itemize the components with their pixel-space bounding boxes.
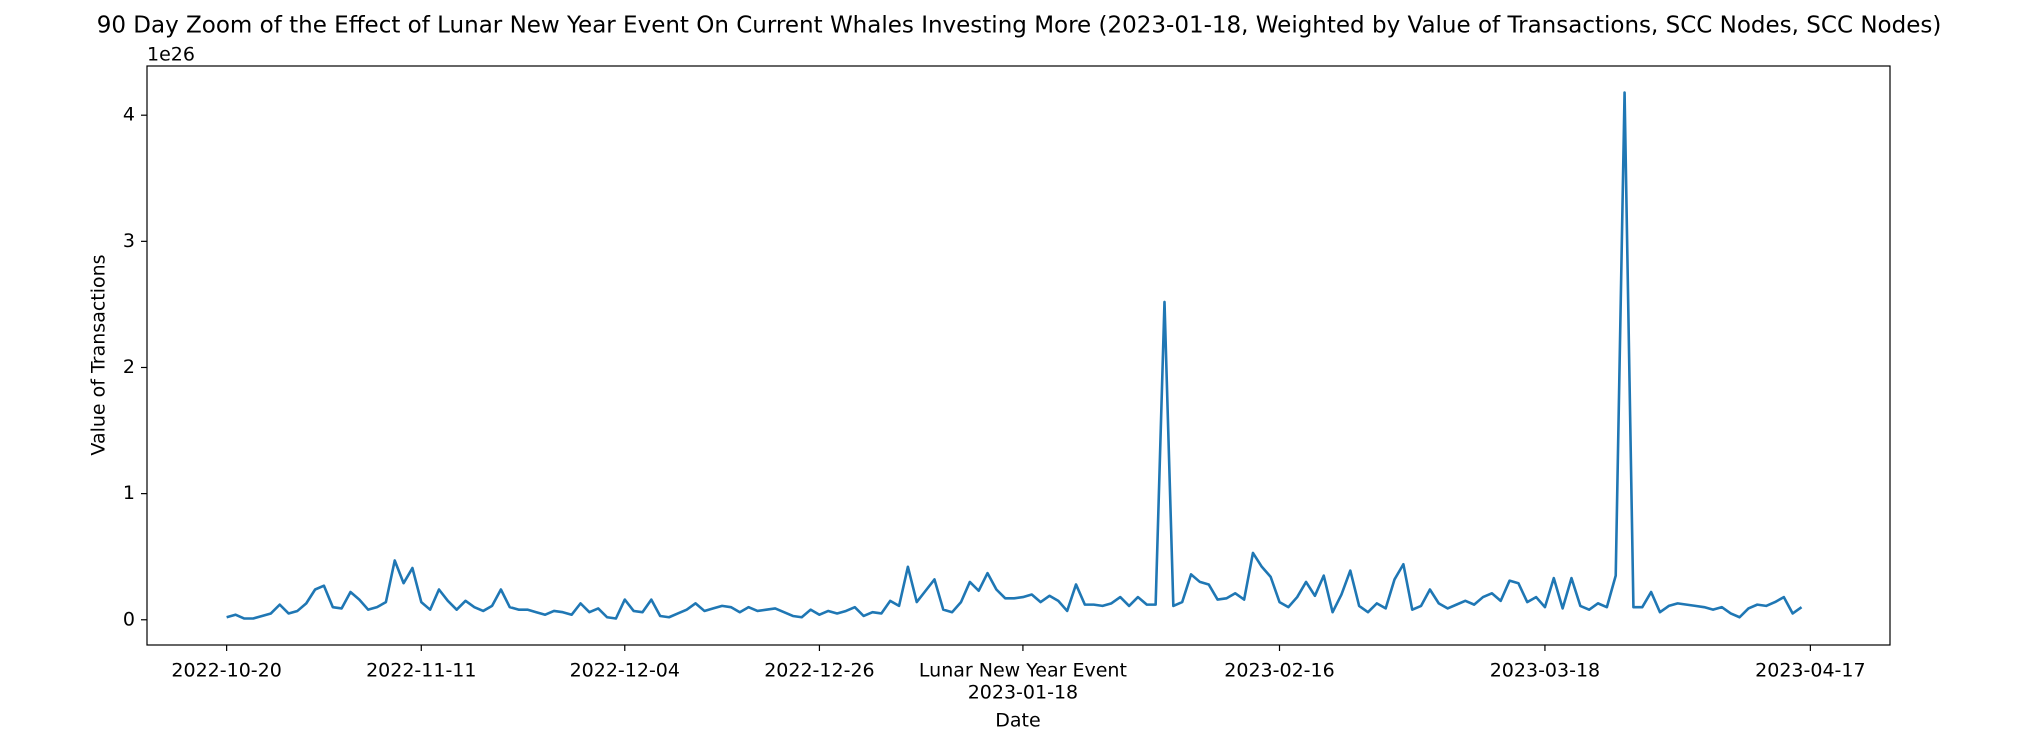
event-label: Lunar New Year Event [919, 660, 1127, 682]
x-tick-label: 2023-01-18 [968, 682, 1078, 704]
x-tick-label: 2022-12-04 [570, 660, 680, 682]
y-offset-label: 1e26 [147, 44, 195, 66]
x-tick-label: 2023-03-18 [1490, 660, 1600, 682]
x-tick-label: 2022-10-20 [171, 660, 281, 682]
y-tick-label: 1 [123, 482, 135, 504]
x-axis-label: Date [995, 710, 1040, 732]
x-tick-label: 2022-12-26 [764, 660, 874, 682]
y-tick-label: 0 [123, 608, 135, 630]
y-tick-label: 2 [123, 356, 135, 378]
plot-frame [146, 65, 1891, 646]
chart-title: 90 Day Zoom of the Effect of Lunar New Y… [97, 13, 1942, 39]
x-tick-label: 2022-11-11 [366, 660, 476, 682]
data-line [226, 91, 1803, 620]
y-tick-label: 4 [123, 104, 135, 126]
y-axis-label: Value of Transactions [88, 254, 110, 455]
x-tick-label: 2023-04-17 [1755, 660, 1865, 682]
x-tick-label: 2023-02-16 [1224, 660, 1334, 682]
y-tick-label: 3 [123, 230, 135, 252]
